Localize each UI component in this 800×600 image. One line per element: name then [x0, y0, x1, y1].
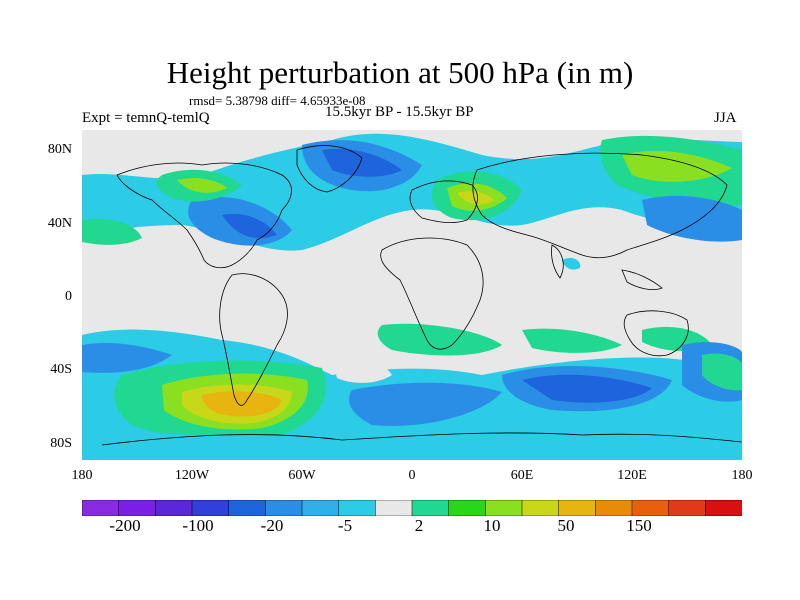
map-title: Height perturbation at 500 hPa (in m) — [166, 55, 634, 90]
colorbar-swatch — [301, 500, 340, 516]
colorbar-swatch — [558, 500, 596, 516]
colorbar-swatch — [375, 500, 413, 516]
colorbar-swatch — [448, 500, 486, 516]
colorbar-swatch — [631, 500, 670, 516]
lon-label-60e: 60E — [510, 468, 534, 483]
colorbar-swatch — [191, 500, 230, 516]
colorbar-swatch — [228, 500, 266, 516]
colorbar-swatch — [118, 500, 156, 516]
lon-label-120e: 120E — [617, 468, 647, 483]
lon-label-0: 0 — [408, 468, 416, 483]
colorbar-swatch — [668, 500, 706, 516]
lat-label-80n: 80N — [47, 142, 72, 157]
colorbar-label-minus-20: -20 — [260, 516, 284, 535]
coastlines — [101, 145, 742, 446]
lat-label-40s: 40S — [50, 362, 72, 377]
colorbar-label-minus-100: -100 — [182, 516, 214, 535]
colorbar-swatch — [265, 500, 303, 516]
colorbar-swatch — [411, 500, 450, 516]
colorbar-swatch — [338, 500, 376, 516]
lat-label-0: 0 — [65, 289, 72, 304]
colorbar-swatch — [595, 500, 633, 516]
colorbar-swatch — [705, 500, 742, 516]
colorbar-label-minus-200: -200 — [109, 516, 141, 535]
season-label: JJA — [714, 110, 737, 126]
colorbar-label-50: 50 — [557, 516, 575, 535]
rmsd-diff-stats: rmsd= 5.38798 diff= 4.65933e-08 — [189, 93, 366, 108]
lon-label-180w: 180 — [71, 468, 93, 483]
contour-fills — [82, 133, 742, 460]
colorbar — [82, 500, 742, 516]
colorbar-label-2: 2 — [414, 516, 424, 535]
period-label: 15.5kyr BP - 15.5kyr BP — [325, 104, 474, 120]
colorbar-swatch — [82, 500, 120, 516]
lon-label-60w: 60W — [288, 468, 316, 483]
experiment-label: Expt = temnQ-temlQ — [82, 110, 210, 126]
colorbar-swatch — [485, 500, 523, 516]
colorbar-label-10: 10 — [483, 516, 501, 535]
lat-label-40n: 40N — [47, 216, 72, 231]
contour-map — [82, 130, 742, 460]
colorbar-label-minus-5: -5 — [337, 516, 353, 535]
lat-label-80s: 80S — [50, 436, 72, 451]
colorbar-label-150: 150 — [626, 516, 652, 535]
lon-label-180e: 180 — [731, 468, 753, 483]
colorbar-swatch — [521, 500, 560, 516]
lon-label-120w: 120W — [174, 468, 210, 483]
colorbar-swatch — [155, 500, 193, 516]
